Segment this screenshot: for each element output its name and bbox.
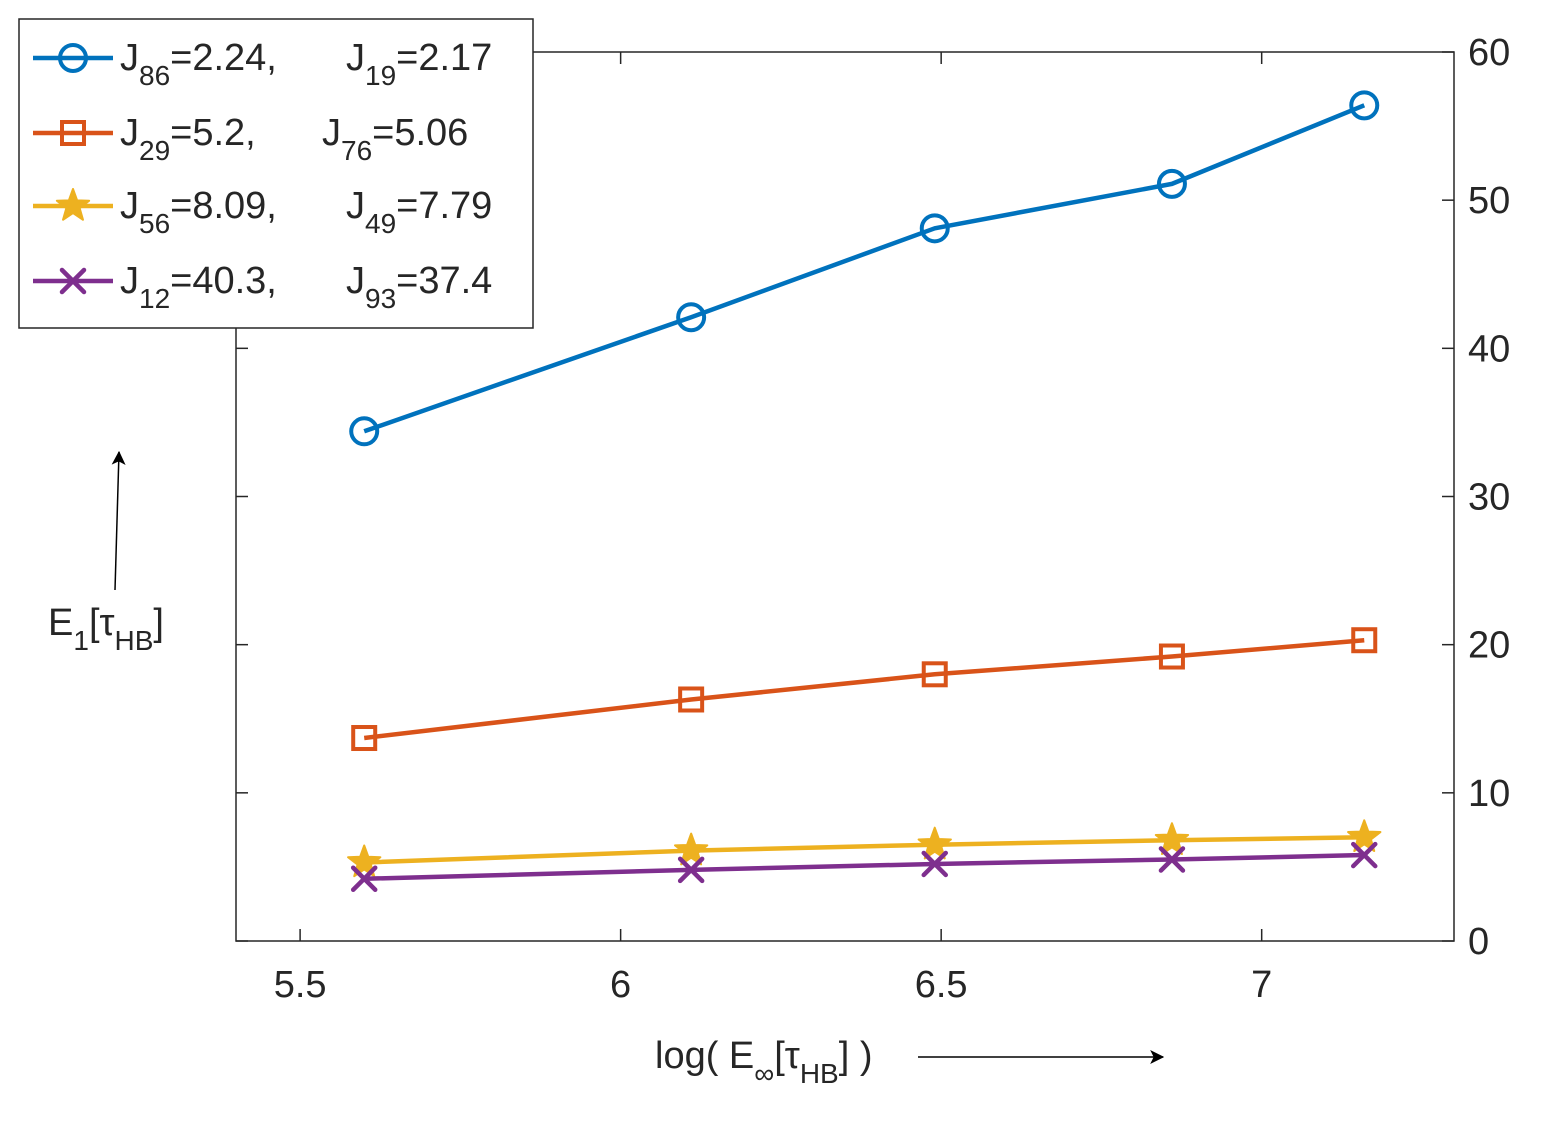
x-tick-label: 5.5: [274, 964, 327, 1006]
data-point: [1158, 643, 1185, 670]
data-point: [1156, 168, 1187, 199]
x-axis-title: log( E∞[τHB] ): [655, 1035, 873, 1089]
y-tick-label: 10: [1468, 773, 1510, 815]
data-point: [917, 826, 952, 860]
y-tick-label: 20: [1468, 625, 1510, 667]
series-3: [350, 841, 1378, 893]
y-axis-title-sub2: HB: [115, 625, 154, 656]
y-tick-label: 60: [1468, 32, 1510, 74]
x-tick-label: 6.5: [915, 964, 968, 1006]
x-axis-title-mid: [τ: [774, 1035, 800, 1077]
data-point: [347, 844, 382, 878]
series-1: [351, 627, 1378, 752]
x-tick-label: 7: [1251, 964, 1272, 1006]
y-axis-title: E1[τHB]: [48, 602, 164, 656]
series-2: [347, 819, 1382, 878]
y-axis-title-sub1: 1: [73, 625, 89, 656]
y-tick-label: 40: [1468, 328, 1510, 370]
x-tick-label: 6: [610, 964, 631, 1006]
legend-label-0: J86=2.24, J19=2.17: [120, 37, 492, 91]
y-tick-label: 50: [1468, 180, 1510, 222]
data-point: [673, 832, 709, 866]
data-point: [1351, 841, 1378, 869]
data-point: [1158, 846, 1186, 873]
legend-box: [18, 18, 534, 329]
legend-marker-0: [58, 43, 88, 73]
legend-labels: J86=2.24, J19=2.17 J29=5.2, J76=5.06 J56=8…: [120, 37, 492, 314]
legend-marker-1: [60, 120, 86, 146]
y-axis-title-mid: [τ: [89, 602, 115, 644]
y-axis-title-main: E: [48, 602, 73, 644]
data-point: [1351, 627, 1378, 654]
data-point: [677, 856, 705, 884]
data-point: [921, 661, 948, 688]
y-tick-label: 0: [1468, 921, 1489, 963]
x-axis-title-suffix: ] ): [839, 1035, 873, 1077]
data-point: [350, 865, 378, 893]
data-point: [1349, 90, 1380, 121]
data-point: [351, 725, 378, 752]
data-point: [921, 850, 948, 878]
y-axis-title-suffix: ]: [153, 602, 164, 644]
x-axis-title-prefix: log( E: [655, 1035, 754, 1077]
y-axis-arrow: [111, 450, 126, 591]
y-tick-label: 30: [1468, 477, 1510, 519]
data-point: [1154, 822, 1190, 855]
x-axis-title-sub2: HB: [800, 1058, 839, 1089]
legend-label-3: J12=40.3, J93=37.4: [120, 260, 492, 314]
legend-label-1: J29=5.2, J76=5.06: [120, 112, 468, 166]
series-line-0: [363, 103, 1366, 434]
x-axis-title-sub1: ∞: [754, 1058, 774, 1089]
data-point: [676, 302, 707, 333]
legend-label-2: J56=8.09, J49=7.79: [120, 185, 492, 239]
series-0: [349, 90, 1380, 447]
data-point: [349, 416, 380, 447]
series-layer: [347, 90, 1382, 893]
data-point: [678, 686, 705, 713]
data-point: [1347, 819, 1382, 853]
legend-marker-3: [59, 267, 87, 295]
legend-marker-2: [55, 188, 91, 221]
data-point: [919, 213, 950, 244]
legend: [33, 43, 113, 295]
series-line-1: [363, 637, 1365, 741]
ticks: 5.5 6 6.5 7 0 10 20 30 40 50 60: [236, 32, 1510, 1006]
